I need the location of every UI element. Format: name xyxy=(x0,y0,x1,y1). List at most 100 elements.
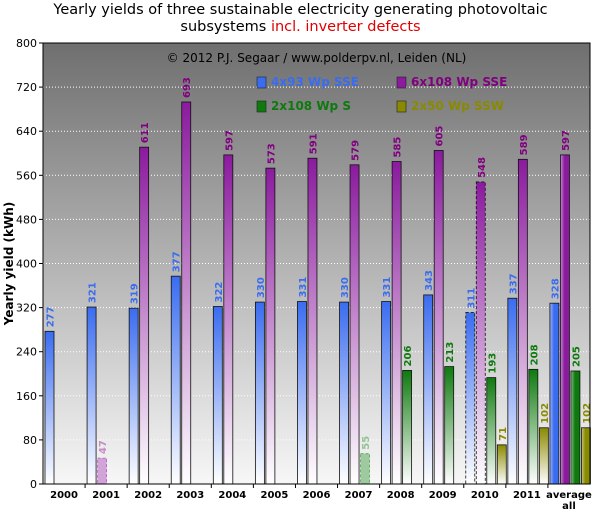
bar-2x50-wp-ssw-average-all xyxy=(581,427,591,485)
bar-6x108-wp-sse-2002 xyxy=(139,146,150,485)
y-tick-label: 400 xyxy=(16,258,37,271)
y-tick-label: 80 xyxy=(23,434,37,447)
value-label: 597 xyxy=(224,130,235,151)
y-tick-label: 800 xyxy=(16,37,37,50)
legend-label: 6x108 Wp SSE xyxy=(411,75,507,89)
value-label: 206 xyxy=(403,346,414,367)
chart-title-main: subsystems xyxy=(180,19,267,35)
value-label: 321 xyxy=(88,282,99,303)
value-label: 337 xyxy=(508,273,519,294)
y-tick-label: 480 xyxy=(16,213,37,226)
value-label: 343 xyxy=(424,270,435,291)
legend-swatch xyxy=(396,100,407,113)
chart-title-line-1: Yearly yields of three sustainable elect… xyxy=(53,2,548,18)
legend-label: 2x108 Wp S xyxy=(271,99,351,113)
bar-4x93-wp-sse-2004 xyxy=(212,306,223,485)
bar-6x108-wp-sse-2001 xyxy=(97,457,107,485)
bar-2x108-wp-s-2008 xyxy=(402,370,413,485)
y-tick-label: 160 xyxy=(16,390,37,403)
bar-6x108-wp-sse-2010 xyxy=(475,181,486,485)
bar-6x108-wp-sse-2005 xyxy=(265,167,276,485)
bar-4x93-wp-sse-2002 xyxy=(128,307,139,485)
chart-title-line-2: subsystems incl. inverter defects xyxy=(0,19,601,35)
bar-2x50-wp-ssw-2011 xyxy=(538,427,549,485)
bar-2x108-wp-s-2007 xyxy=(360,453,370,485)
value-label: 193 xyxy=(487,353,498,374)
bar-6x108-wp-sse-average-all xyxy=(560,154,570,485)
copyright-text: © 2012 P.J. Segaar / www.polderpv.nl, Le… xyxy=(167,51,467,65)
plot-border xyxy=(42,42,591,485)
y-tick-label: 560 xyxy=(16,169,37,182)
bar-4x93-wp-sse-2005 xyxy=(254,301,265,485)
value-label: 597 xyxy=(561,130,572,151)
bar-4x93-wp-sse-2001 xyxy=(86,306,97,485)
y-tick-label: 0 xyxy=(30,478,37,491)
bar-4x93-wp-sse-average-all xyxy=(549,302,560,485)
y-tick-label: 640 xyxy=(16,125,37,138)
x-tick-label: average xyxy=(546,490,592,501)
x-tick-label: 2007 xyxy=(345,490,373,501)
value-label: 591 xyxy=(308,133,319,154)
bar-2x108-wp-s-2010 xyxy=(486,377,497,485)
value-label: 611 xyxy=(140,122,151,143)
chart-title-red: incl. inverter defects xyxy=(270,19,421,35)
value-label: 579 xyxy=(351,140,362,161)
value-label: 573 xyxy=(266,143,277,164)
legend-swatch xyxy=(256,76,267,89)
value-label: 377 xyxy=(172,251,183,272)
x-tick-label: 2005 xyxy=(261,490,289,501)
x-tick-label: 2002 xyxy=(134,490,162,501)
x-tick-label: 2008 xyxy=(387,490,415,501)
bar-6x108-wp-sse-2009 xyxy=(433,150,444,485)
value-label: 102 xyxy=(540,403,551,424)
x-tick-label: 2010 xyxy=(471,490,499,501)
bar-4x93-wp-sse-2003 xyxy=(170,275,181,485)
value-label: 47 xyxy=(98,440,109,454)
bar-2x50-wp-ssw-2010 xyxy=(496,444,507,485)
bar-2x108-wp-s-2011 xyxy=(528,368,539,485)
x-tick-label: 2009 xyxy=(429,490,457,501)
x-tick-label: 2000 xyxy=(50,490,78,501)
legend-swatch xyxy=(396,76,407,89)
bar-6x108-wp-sse-2004 xyxy=(223,154,234,485)
value-label: 585 xyxy=(393,137,404,158)
value-label: 330 xyxy=(340,277,351,298)
bar-6x108-wp-sse-2003 xyxy=(181,101,192,485)
legend-swatch xyxy=(256,100,267,113)
x-tick-label: all xyxy=(562,501,576,512)
value-label: 319 xyxy=(130,283,141,304)
value-label: 277 xyxy=(46,306,57,327)
bar-2x108-wp-s-2009 xyxy=(444,366,455,485)
y-tick-label: 240 xyxy=(16,346,37,359)
value-label: 589 xyxy=(519,134,530,155)
bar-6x108-wp-sse-2011 xyxy=(517,158,528,485)
bar-4x93-wp-sse-2010 xyxy=(465,312,476,485)
bar-6x108-wp-sse-2007 xyxy=(349,164,360,485)
value-label: 71 xyxy=(498,427,509,441)
value-label: 605 xyxy=(435,126,446,147)
bar-4x93-wp-sse-2008 xyxy=(381,301,392,485)
y-tick-label: 320 xyxy=(16,302,37,315)
x-tick-label: 2003 xyxy=(176,490,204,501)
value-label: 102 xyxy=(582,403,593,424)
bar-4x93-wp-sse-2009 xyxy=(423,294,434,485)
y-axis-label: Yearly yield (kWh) xyxy=(2,202,16,327)
x-tick-label: 2006 xyxy=(303,490,331,501)
value-label: 331 xyxy=(298,277,309,298)
bar-4x93-wp-sse-2006 xyxy=(297,301,307,485)
bar-4x93-wp-sse-2000 xyxy=(44,330,55,485)
value-label: 322 xyxy=(214,282,225,303)
bar-2x108-wp-s-average-all xyxy=(570,370,581,485)
value-label: 205 xyxy=(571,346,582,367)
y-tick-label: 720 xyxy=(16,81,37,94)
value-label: 693 xyxy=(182,77,193,98)
bar-6x108-wp-sse-2008 xyxy=(391,161,402,485)
bar-4x93-wp-sse-2007 xyxy=(339,301,349,485)
bar-4x93-wp-sse-2011 xyxy=(507,297,518,485)
value-label: 331 xyxy=(382,277,393,298)
legend-label: 2x50 Wp SSW xyxy=(411,99,504,113)
value-label: 213 xyxy=(445,342,456,363)
legend-label: 4x93 Wp SSE xyxy=(271,75,359,89)
